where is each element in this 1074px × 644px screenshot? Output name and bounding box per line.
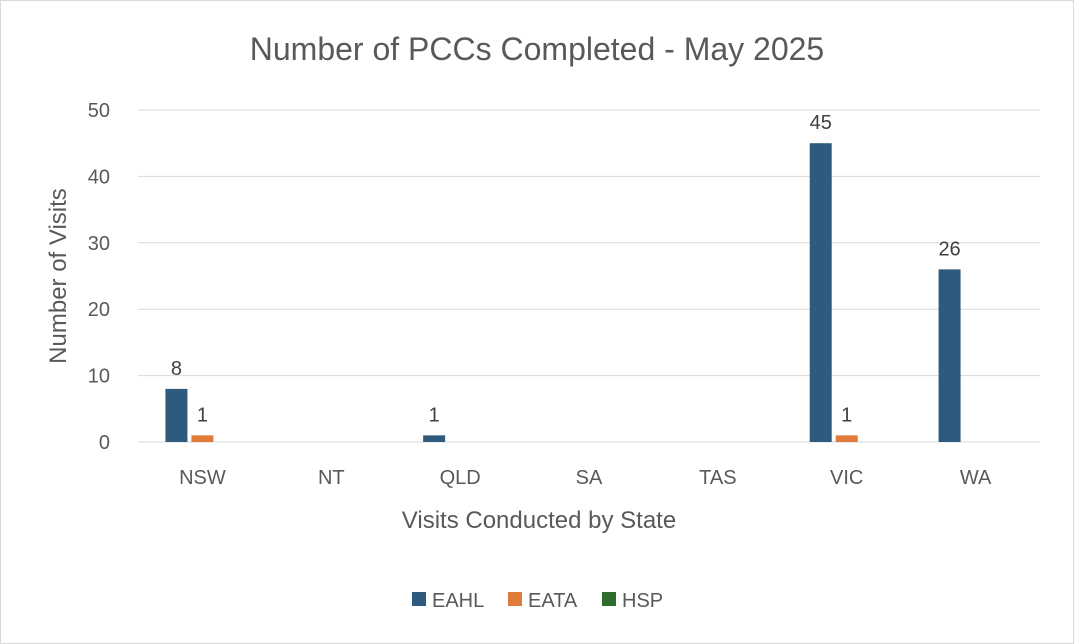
data-label-eata-nsw: 1 <box>197 404 208 426</box>
legend-swatch-eahl <box>412 592 426 606</box>
legend-swatch-eata <box>508 592 522 606</box>
x-tick-label-tas: TAS <box>699 467 736 489</box>
y-tick-label: 40 <box>88 166 110 188</box>
y-tick-label: 0 <box>99 432 110 454</box>
y-axis-ticks: 0 10 20 30 40 50 <box>88 100 110 454</box>
bar-eahl-nsw <box>165 388 188 442</box>
x-axis-ticks: NSW NT QLD SA TAS VIC WA <box>179 467 992 489</box>
bars <box>165 143 961 442</box>
y-tick-label: 30 <box>88 233 110 255</box>
data-labels: 8 1 1 45 1 26 <box>171 112 961 426</box>
data-label-eahl-nsw: 8 <box>171 358 182 380</box>
gridlines <box>138 109 1040 443</box>
bar-eahl-qld <box>423 435 446 442</box>
x-tick-label-vic: VIC <box>830 467 863 489</box>
legend: EAHL EATA HSP <box>412 590 663 612</box>
data-label-eahl-wa: 26 <box>938 238 960 260</box>
y-tick-label: 20 <box>88 299 110 321</box>
x-tick-label-qld: QLD <box>440 467 481 489</box>
legend-label-hsp: HSP <box>622 590 663 612</box>
bar-eahl-wa <box>938 269 961 442</box>
chart-title: Number of PCCs Completed - May 2025 <box>250 31 824 67</box>
x-tick-label-nt: NT <box>318 467 345 489</box>
y-axis-title: Number of Visits <box>45 188 72 364</box>
x-tick-label-sa: SA <box>576 467 603 489</box>
bar-eata-nsw <box>191 435 214 442</box>
data-label-eata-vic: 1 <box>841 404 852 426</box>
data-label-eahl-vic: 45 <box>810 112 832 134</box>
data-label-eahl-qld: 1 <box>429 404 440 426</box>
x-axis-title: Visits Conducted by State <box>402 507 676 534</box>
x-tick-label-wa: WA <box>960 467 992 489</box>
bar-eata-vic <box>835 435 858 442</box>
y-tick-label: 50 <box>88 100 110 122</box>
bar-eahl-vic <box>809 143 832 442</box>
legend-swatch-hsp <box>602 592 616 606</box>
legend-label-eata: EATA <box>528 590 578 612</box>
legend-label-eahl: EAHL <box>432 590 484 612</box>
y-tick-label: 10 <box>88 366 110 388</box>
x-tick-label-nsw: NSW <box>179 467 226 489</box>
